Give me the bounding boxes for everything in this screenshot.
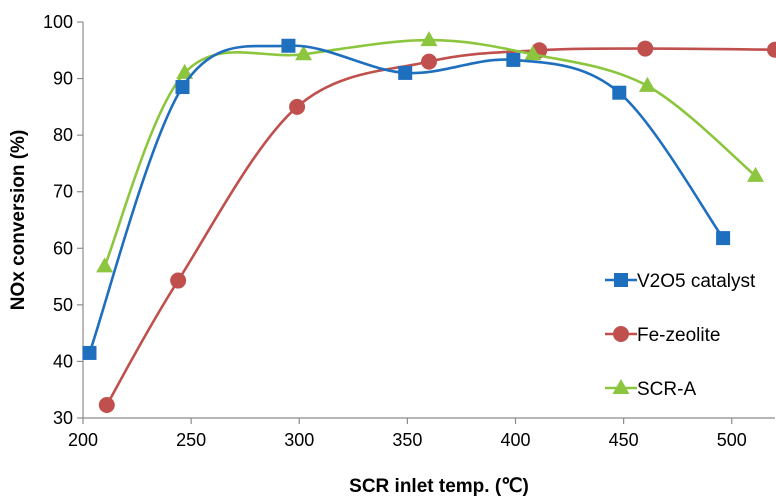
data-point-fe-zeolite: [767, 41, 776, 58]
series-line-scr-a: [103, 38, 757, 267]
x-tick-label: 400: [500, 430, 530, 450]
y-tick-label: 60: [53, 238, 73, 258]
data-point-v2o5-catalyst: [175, 80, 190, 95]
series-line-fe-zeolite: [105, 47, 776, 406]
series-fe-zeolite: [98, 40, 776, 413]
y-tick-label: 70: [53, 182, 73, 202]
legend-label: V2O5 catalyst: [637, 271, 756, 292]
x-axis-title: SCR inlet temp. (℃): [349, 476, 529, 497]
series-v2o5-catalyst: [82, 38, 731, 360]
axes: 30 40 50 60 70 80 90 100 200 250 300 350 400 450 500: [43, 12, 775, 450]
plot-area: [82, 31, 776, 413]
y-tick-label: 100: [43, 12, 73, 32]
legend-item-scr-a: SCR-A: [605, 379, 696, 400]
data-point-fe-zeolite: [289, 98, 306, 115]
x-tick-label: 350: [392, 430, 422, 450]
y-tick-label: 90: [53, 69, 73, 89]
x-tick-label: 250: [176, 430, 206, 450]
x-tick-label: 450: [609, 430, 639, 450]
data-point-v2o5-catalyst: [506, 52, 521, 67]
y-tick-label: 30: [53, 408, 73, 428]
legend-label: SCR-A: [637, 379, 696, 400]
legend: V2O5 catalyst Fe-zeolite SCR-A: [605, 271, 756, 400]
data-point-fe-zeolite: [637, 40, 654, 57]
y-tick-label: 80: [53, 125, 73, 145]
legend-item-v2o5-catalyst: V2O5 catalyst: [605, 271, 756, 292]
x-tick-label: 200: [68, 430, 98, 450]
data-point-v2o5-catalyst: [281, 38, 296, 53]
data-point-fe-zeolite: [421, 53, 437, 70]
y-tick-label: 50: [53, 295, 73, 315]
data-point-v2o5-catalyst: [82, 345, 97, 360]
legend-marker: [613, 326, 629, 342]
data-point-v2o5-catalyst: [398, 65, 413, 80]
legend-marker: [614, 273, 628, 287]
x-tick-label: 500: [717, 430, 747, 450]
y-axis-title: NOx conversion (%): [8, 130, 29, 311]
y-tick-label: 40: [53, 351, 73, 371]
legend-label: Fe-zeolite: [637, 325, 720, 346]
data-point-scr-a: [295, 45, 313, 61]
data-point-scr-a: [420, 31, 438, 47]
data-point-v2o5-catalyst: [716, 231, 731, 246]
legend-item-fe-zeolite: Fe-zeolite: [605, 325, 720, 346]
series-scr-a: [96, 31, 765, 273]
data-point-fe-zeolite: [98, 396, 115, 413]
legend-marker: [612, 379, 630, 394]
data-point-scr-a: [176, 63, 194, 79]
data-point-scr-a: [747, 166, 765, 182]
data-point-fe-zeolite: [170, 272, 187, 289]
data-point-scr-a: [524, 45, 542, 61]
x-tick-label: 300: [284, 430, 314, 450]
data-point-scr-a: [96, 257, 114, 273]
data-point-scr-a: [638, 76, 656, 92]
data-point-v2o5-catalyst: [612, 85, 627, 100]
